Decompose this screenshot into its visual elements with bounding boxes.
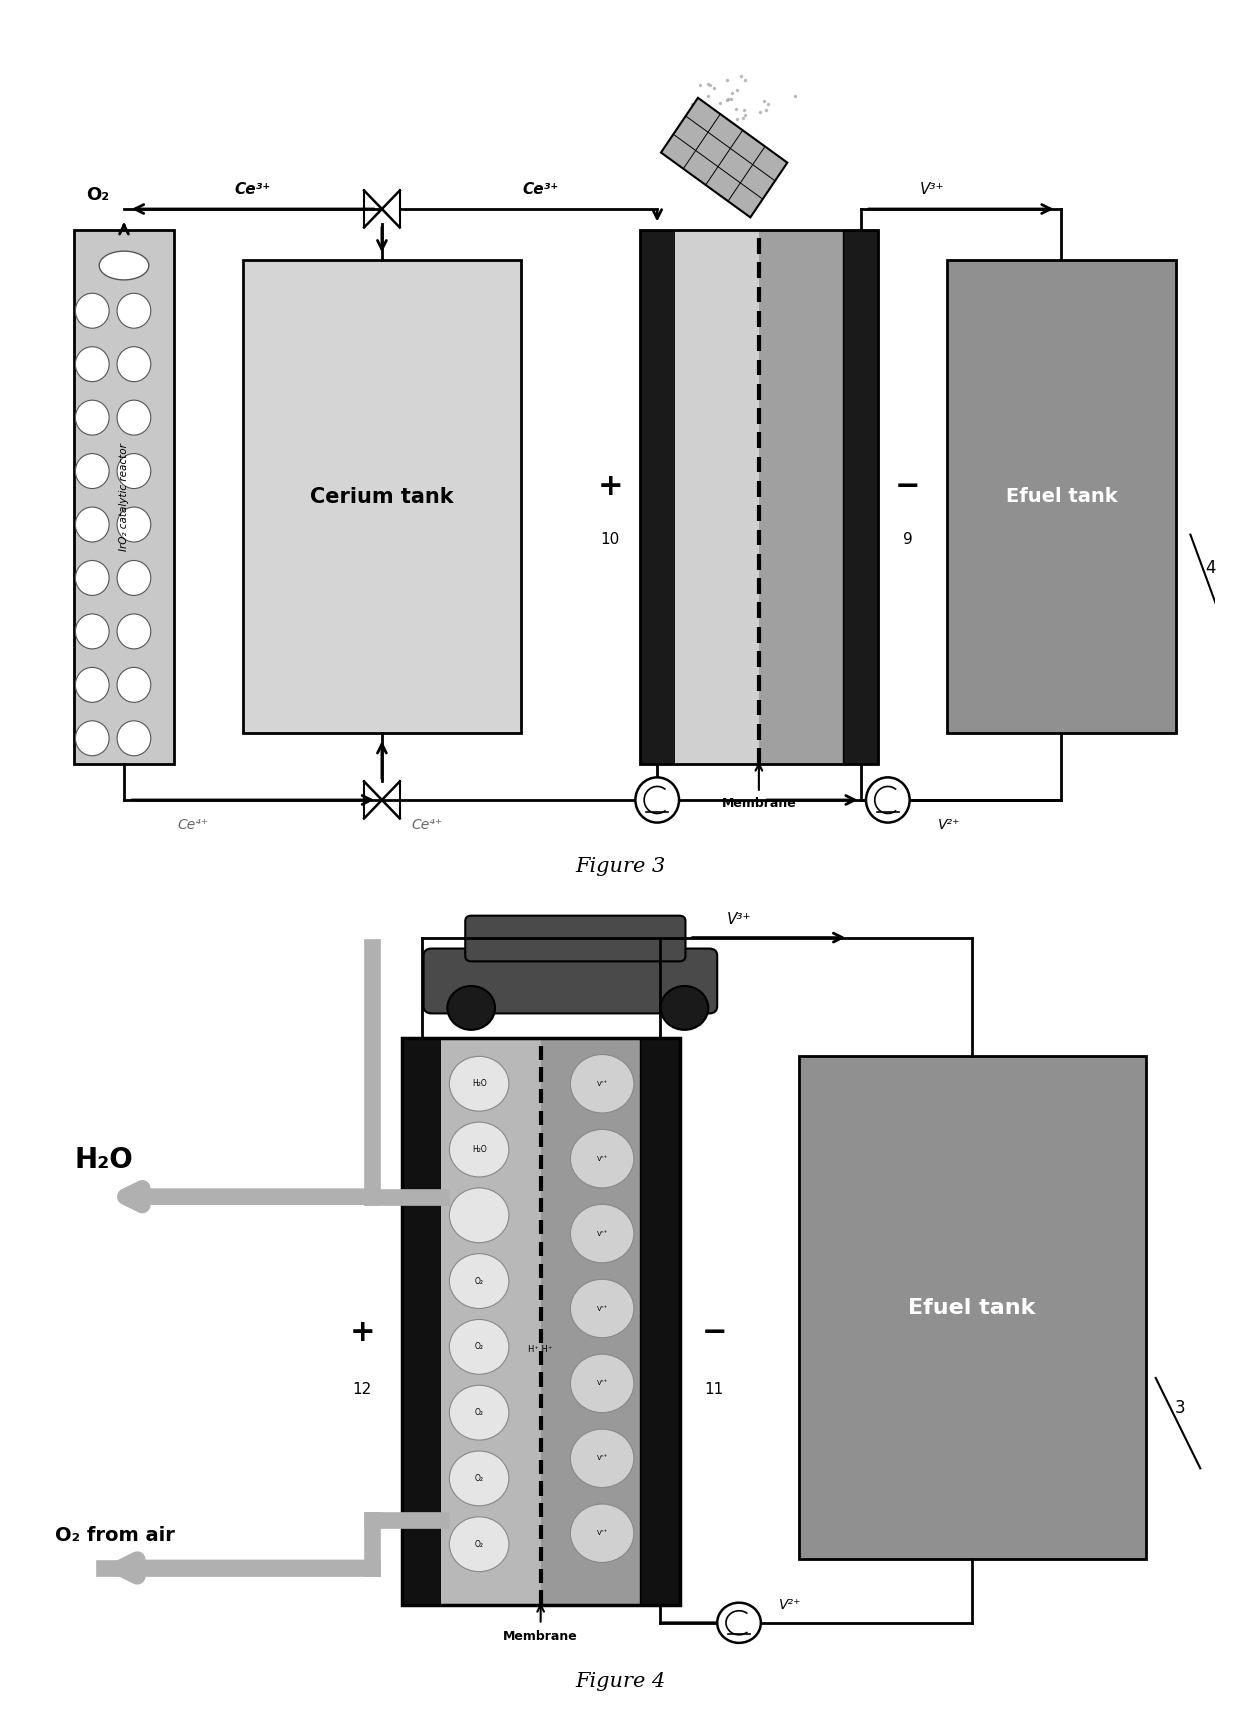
- Text: +: +: [350, 1317, 374, 1346]
- Text: Vⁿ⁺: Vⁿ⁺: [596, 1381, 608, 1386]
- Text: Ce⁴⁺: Ce⁴⁺: [177, 819, 210, 833]
- Text: H₂O: H₂O: [74, 1146, 133, 1173]
- Circle shape: [76, 293, 109, 329]
- Circle shape: [570, 1055, 634, 1113]
- Circle shape: [76, 346, 109, 382]
- Text: 4: 4: [1205, 558, 1215, 577]
- Text: Vⁿ⁺: Vⁿ⁺: [596, 1156, 608, 1161]
- Circle shape: [76, 401, 109, 435]
- Text: H⁺ H⁺: H⁺ H⁺: [528, 1345, 553, 1353]
- Text: Vⁿ⁺: Vⁿ⁺: [596, 1230, 608, 1237]
- Circle shape: [570, 1129, 634, 1187]
- Circle shape: [570, 1204, 634, 1262]
- Text: V³⁺: V³⁺: [727, 911, 751, 927]
- Circle shape: [570, 1355, 634, 1413]
- Text: Efuel tank: Efuel tank: [909, 1297, 1035, 1317]
- Circle shape: [449, 1057, 508, 1112]
- Text: Figure 4: Figure 4: [575, 1672, 665, 1691]
- FancyBboxPatch shape: [799, 1057, 1146, 1559]
- Circle shape: [117, 613, 151, 649]
- Circle shape: [76, 560, 109, 596]
- Circle shape: [635, 778, 680, 822]
- FancyBboxPatch shape: [947, 260, 1176, 733]
- Circle shape: [117, 346, 151, 382]
- Circle shape: [117, 560, 151, 596]
- Circle shape: [76, 454, 109, 488]
- Text: IrO₂ catalytic reactor: IrO₂ catalytic reactor: [119, 444, 129, 550]
- Text: V³⁺: V³⁺: [920, 182, 945, 197]
- Text: Vⁿ⁺: Vⁿ⁺: [596, 1456, 608, 1461]
- FancyBboxPatch shape: [74, 230, 174, 764]
- Circle shape: [117, 721, 151, 755]
- Text: 10: 10: [600, 533, 620, 546]
- Text: 3: 3: [1176, 1400, 1185, 1417]
- Text: V²⁺: V²⁺: [937, 819, 960, 833]
- Circle shape: [866, 778, 910, 822]
- Circle shape: [76, 613, 109, 649]
- Text: Efuel tank: Efuel tank: [1006, 486, 1117, 507]
- Text: −: −: [895, 471, 920, 500]
- Circle shape: [76, 668, 109, 702]
- FancyBboxPatch shape: [243, 260, 521, 733]
- Text: Vⁿ⁺: Vⁿ⁺: [596, 1305, 608, 1312]
- Text: 12: 12: [352, 1382, 372, 1396]
- Text: Cerium tank: Cerium tank: [310, 486, 454, 507]
- Circle shape: [570, 1280, 634, 1338]
- Text: Ce³⁺: Ce³⁺: [234, 182, 272, 197]
- Circle shape: [449, 1254, 508, 1309]
- Circle shape: [449, 1319, 508, 1374]
- Circle shape: [449, 1386, 508, 1441]
- FancyBboxPatch shape: [640, 230, 675, 764]
- Circle shape: [570, 1429, 634, 1487]
- Circle shape: [661, 987, 708, 1030]
- Circle shape: [117, 507, 151, 541]
- FancyBboxPatch shape: [541, 1038, 640, 1605]
- Text: V²⁺: V²⁺: [779, 1598, 801, 1612]
- Text: −: −: [702, 1317, 727, 1346]
- Text: H₂O: H₂O: [471, 1144, 486, 1155]
- FancyBboxPatch shape: [759, 230, 843, 764]
- Text: H₂O: H₂O: [471, 1079, 486, 1088]
- FancyBboxPatch shape: [441, 1038, 541, 1605]
- Circle shape: [717, 1603, 761, 1643]
- FancyBboxPatch shape: [843, 230, 878, 764]
- FancyBboxPatch shape: [675, 230, 759, 764]
- Circle shape: [117, 293, 151, 329]
- Circle shape: [449, 1187, 508, 1242]
- Circle shape: [448, 987, 495, 1030]
- FancyBboxPatch shape: [465, 916, 686, 961]
- Text: O₂: O₂: [475, 1276, 484, 1285]
- Text: O₂: O₂: [86, 185, 109, 204]
- Text: 11: 11: [704, 1382, 724, 1396]
- Text: Ce³⁺: Ce³⁺: [522, 182, 559, 197]
- Circle shape: [570, 1504, 634, 1562]
- Text: Figure 3: Figure 3: [575, 856, 665, 875]
- Ellipse shape: [99, 252, 149, 279]
- Text: O₂: O₂: [475, 1408, 484, 1417]
- Circle shape: [449, 1516, 508, 1571]
- FancyBboxPatch shape: [640, 1038, 680, 1605]
- Text: +: +: [598, 471, 622, 500]
- Text: Ce⁴⁺: Ce⁴⁺: [412, 819, 443, 833]
- Text: O₂ from air: O₂ from air: [55, 1526, 175, 1545]
- Circle shape: [76, 721, 109, 755]
- FancyBboxPatch shape: [424, 949, 717, 1014]
- Text: 9: 9: [903, 533, 913, 546]
- Circle shape: [449, 1122, 508, 1177]
- Polygon shape: [661, 98, 787, 218]
- Text: Vⁿ⁺: Vⁿ⁺: [596, 1530, 608, 1537]
- Text: O₂: O₂: [475, 1343, 484, 1352]
- Circle shape: [117, 454, 151, 488]
- Text: O₂: O₂: [475, 1540, 484, 1549]
- FancyBboxPatch shape: [402, 1038, 441, 1605]
- Text: Vⁿ⁺: Vⁿ⁺: [596, 1081, 608, 1086]
- Circle shape: [117, 668, 151, 702]
- Circle shape: [76, 507, 109, 541]
- Text: Membrane: Membrane: [503, 1631, 578, 1643]
- Circle shape: [449, 1451, 508, 1506]
- Text: O₂: O₂: [475, 1473, 484, 1483]
- Circle shape: [117, 401, 151, 435]
- Text: Membrane: Membrane: [722, 797, 796, 810]
